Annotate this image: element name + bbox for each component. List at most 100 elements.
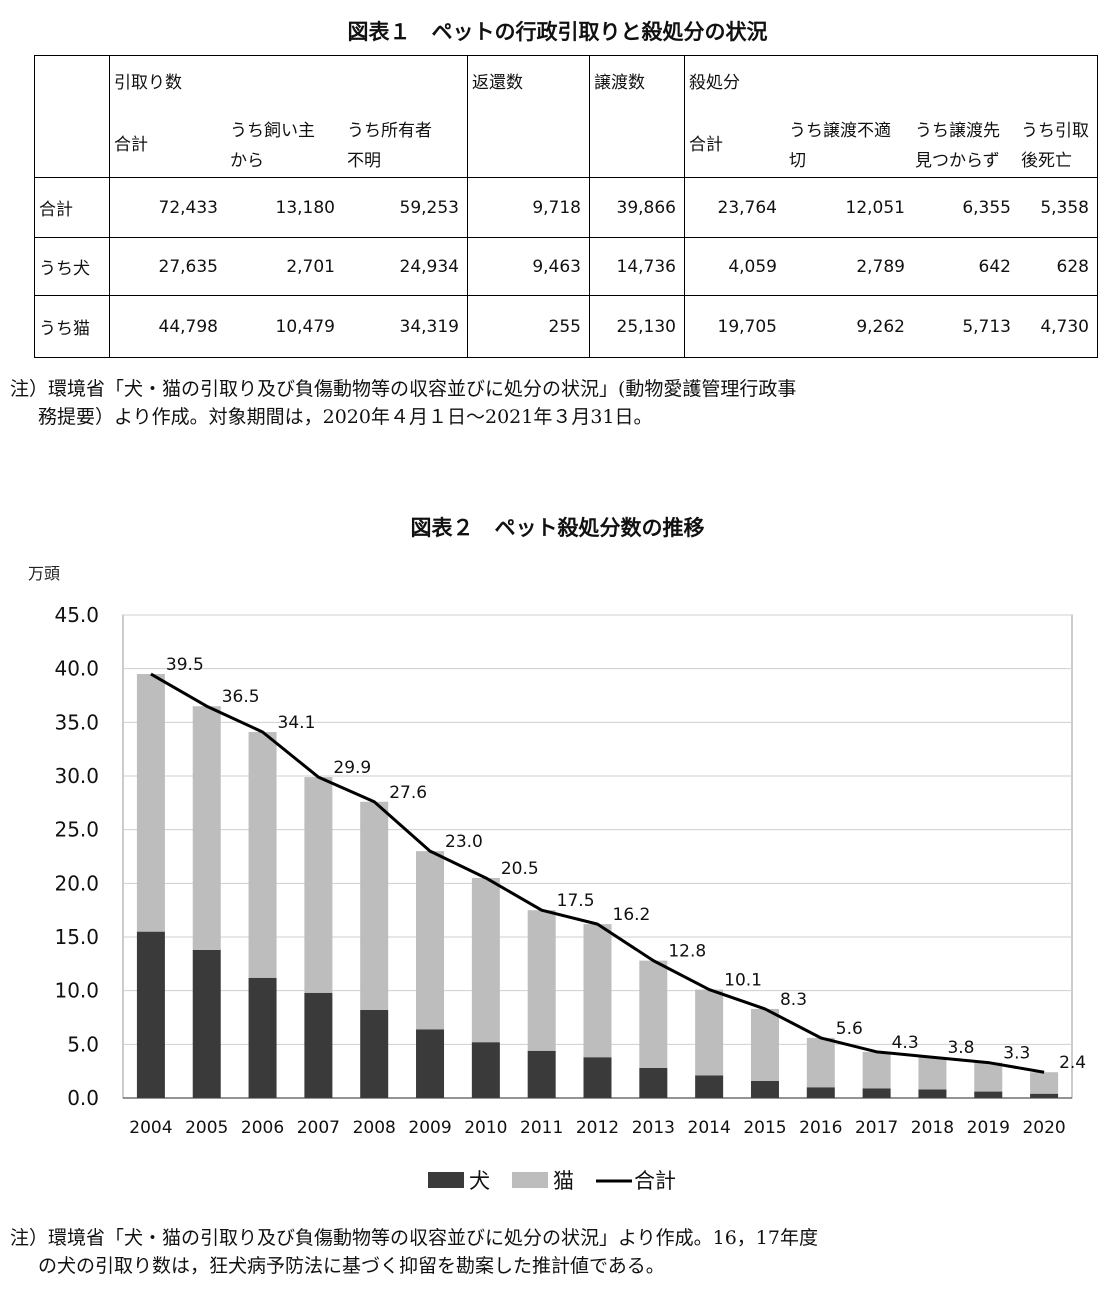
bar-dog: [527, 1050, 556, 1098]
y-tick-label: 25.0: [54, 818, 99, 842]
subheader-shibou-1: うち引取: [1021, 120, 1089, 141]
bar-dog: [471, 1042, 500, 1098]
bar-cat: [192, 706, 221, 950]
table-note: 注）環境省「犬・猫の引取り及び負傷動物等の収容並びに処分の状況」(動物愛護管理行…: [10, 375, 1105, 431]
bar-dog: [639, 1067, 668, 1098]
subheader-total: 合計: [109, 115, 226, 178]
cell: 25,130: [589, 295, 685, 358]
bar-dog: [304, 992, 333, 1098]
bar-dog: [750, 1080, 779, 1098]
cell: 23,764: [684, 177, 785, 238]
x-tick-label: 2007: [297, 1118, 340, 1138]
bar-cat: [360, 801, 389, 1010]
y-tick-label: 45.0: [54, 603, 99, 627]
kill-trend-chart: 万頭 0.0 5.0 10.0 15.0 20.0 25.0 30.0 35.0 40.0 45.…: [28, 564, 1086, 1193]
bar-cat: [527, 910, 556, 1051]
cell: 255: [467, 295, 590, 358]
cell: 27,635: [109, 237, 226, 296]
cell: 5,358: [1019, 177, 1098, 238]
header-joto: 譲渡数: [589, 55, 685, 178]
bar-cat: [136, 674, 165, 932]
legend-swatch-cat: [512, 1172, 548, 1188]
bar-cat: [974, 1062, 1003, 1092]
y-tick-label: 20.0: [54, 871, 99, 895]
table-row: 合計 72,433 13,180 59,253 9,718 39,866 23,…: [34, 177, 1098, 238]
table-note-line1: 注）環境省「犬・猫の引取り及び負傷動物等の収容並びに処分の状況」(動物愛護管理行…: [10, 378, 797, 400]
bar-dog: [974, 1091, 1003, 1098]
chart-note-line2: の犬の引取り数は，狂犬病予防法に基づく抑留を勘案した推計値である。: [38, 1255, 665, 1277]
subheader-mitsukarazu: うち譲渡先 見つからず: [913, 115, 1019, 178]
row-label: 合計: [34, 177, 110, 238]
table-row: うち犬 27,635 2,701 24,934 9,463 14,736 4,0…: [34, 237, 1098, 296]
header-henkan: 返還数: [467, 55, 590, 178]
cell: 12,051: [785, 177, 913, 238]
bar-dog: [360, 1009, 389, 1098]
subheader-futekisetsu: うち譲渡不適 切: [785, 115, 913, 178]
subheader-futekisetsu-1: うち譲渡不適: [789, 120, 891, 141]
cell: 4,059: [684, 237, 785, 296]
data-label-total: 20.5: [501, 859, 539, 879]
cell: 19,705: [684, 295, 785, 358]
y-tick-label: 0.0: [67, 1086, 99, 1110]
legend-label-total: 合計: [634, 1169, 676, 1193]
legend-swatch-dog: [428, 1172, 464, 1188]
legend-label-cat: 猫: [553, 1169, 574, 1193]
x-tick-label: 2014: [688, 1118, 731, 1138]
bar-cat: [750, 1008, 779, 1081]
x-tick-label: 2010: [464, 1118, 507, 1138]
x-tick-label: 2019: [967, 1118, 1010, 1138]
subheader-shoyusha: うち所有者 不明: [343, 115, 468, 178]
x-tick-label: 2006: [241, 1118, 284, 1138]
x-tick-label: 2016: [799, 1118, 842, 1138]
data-table: 引取り数 返還数 譲渡数 殺処分 合計 うち飼い主 から うち所有者 不明 合計…: [34, 55, 1098, 358]
total-line: [150, 672, 1045, 1074]
chart-note-line1: 注）環境省「犬・猫の引取り及び負傷動物等の収容並びに処分の状況」より作成。16，…: [10, 1227, 818, 1249]
data-label-total: 23.0: [445, 832, 483, 852]
subheader-kainushi: うち飼い主 から: [226, 115, 343, 178]
y-tick-label: 30.0: [54, 764, 99, 788]
data-label-total: 3.8: [947, 1038, 974, 1058]
bar-cat: [304, 777, 333, 993]
x-tick-label: 2004: [129, 1118, 172, 1138]
bar-cat: [471, 877, 500, 1043]
data-label-total: 2.4: [1059, 1053, 1086, 1073]
cell: 9,262: [856, 316, 905, 337]
corner-cell: [35, 56, 110, 116]
x-tick-label: 2008: [353, 1118, 396, 1138]
cell: 44,798: [109, 295, 226, 358]
bar-cat: [416, 851, 445, 1030]
bar-cat: [639, 960, 668, 1068]
bar-dog: [248, 977, 277, 1098]
bar-dog: [1030, 1093, 1059, 1098]
bar-dog: [136, 931, 165, 1098]
cell: 34,319: [399, 316, 459, 337]
table-row: うち猫 44,798 10,479 34,319 255 25,130 19,7…: [35, 295, 1098, 358]
chart-title: 図表２ ペット殺処分数の推移: [410, 516, 705, 540]
bar-dog: [918, 1089, 947, 1098]
cell: 2,701: [226, 237, 343, 296]
bar-dog: [192, 949, 221, 1098]
subheader-futekisetsu-2: 切: [789, 150, 806, 171]
bar-dog: [862, 1088, 891, 1098]
row-label: うち猫: [39, 319, 90, 339]
x-tick-label: 2015: [743, 1118, 786, 1138]
data-label-total: 8.3: [780, 990, 807, 1010]
bar-dog: [583, 1057, 612, 1098]
table-title: 図表１ ペットの行政引取りと殺処分の状況: [347, 20, 768, 44]
data-label-total: 39.5: [166, 655, 204, 675]
y-tick-label: 35.0: [54, 710, 99, 734]
bar-dog: [695, 1075, 724, 1098]
x-tick-label: 2012: [576, 1118, 619, 1138]
data-label-total: 16.2: [613, 905, 651, 925]
x-tick-label: 2005: [185, 1118, 228, 1138]
subheader-mitsukarazu-2: 見つからず: [915, 150, 1000, 171]
x-tick-label: 2011: [520, 1118, 563, 1138]
data-label-total: 4.3: [892, 1033, 919, 1053]
data-label-total: 34.1: [278, 713, 316, 733]
cell: 4,730: [1040, 316, 1089, 337]
cell: 9,463: [467, 237, 590, 296]
bar-cat: [806, 1037, 835, 1088]
subheader-shoyusha-2: 不明: [347, 150, 381, 171]
cell: 24,934: [343, 237, 468, 296]
cell: 628: [1019, 237, 1098, 296]
